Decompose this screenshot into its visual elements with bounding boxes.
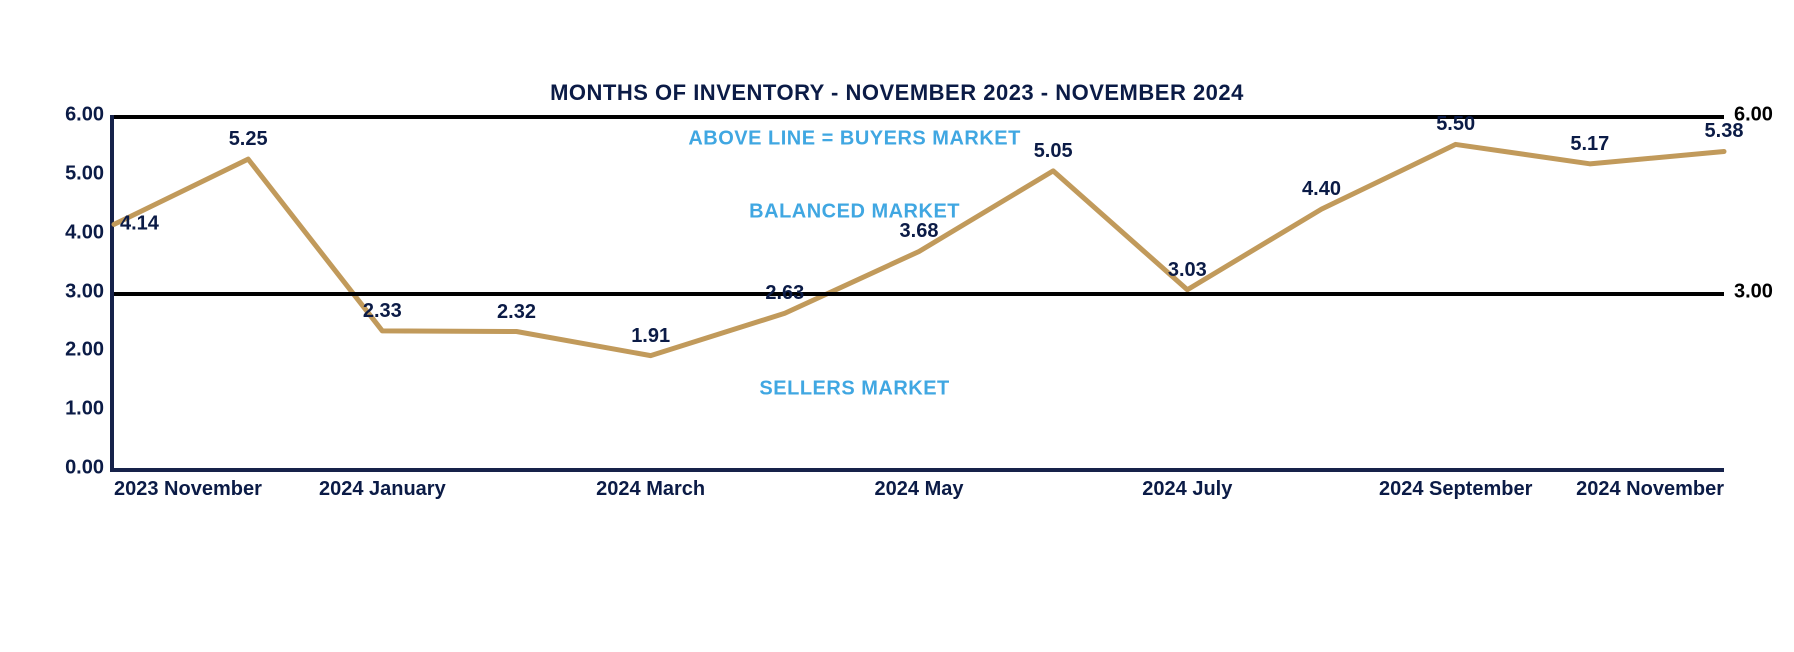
chart-container: MONTHS OF INVENTORY - NOVEMBER 2023 - NO… [0, 0, 1794, 652]
reference-line [114, 292, 1724, 296]
data-point-label: 5.17 [1570, 133, 1609, 156]
chart-area: 0.001.002.003.004.005.006.002023 Novembe… [40, 115, 1724, 502]
data-point-label: 1.91 [631, 325, 670, 348]
x-axis-tick: 2023 November [114, 478, 262, 501]
data-point-label: 5.50 [1436, 113, 1475, 136]
x-axis-tick: 2024 July [1142, 478, 1232, 501]
reference-line [114, 115, 1724, 119]
data-point-label: 5.38 [1705, 120, 1744, 143]
plot-area: 0.001.002.003.004.005.006.002023 Novembe… [110, 115, 1724, 472]
y-axis-tick: 6.00 [65, 104, 104, 127]
data-point-label: 2.32 [497, 301, 536, 324]
y-axis-tick: 4.00 [65, 221, 104, 244]
y-axis-tick: 1.00 [65, 398, 104, 421]
x-axis-tick: 2024 March [596, 478, 705, 501]
data-point-label: 5.05 [1034, 140, 1073, 163]
data-point-label: 2.33 [363, 300, 402, 323]
x-axis-tick: 2024 May [875, 478, 964, 501]
y-axis-tick: 3.00 [65, 280, 104, 303]
chart-title: MONTHS OF INVENTORY - NOVEMBER 2023 - NO… [0, 80, 1794, 106]
data-point-label: 2.63 [765, 282, 804, 305]
data-point-label: 4.14 [120, 213, 159, 236]
data-point-label: 3.03 [1168, 259, 1207, 282]
x-axis-tick: 2024 September [1379, 478, 1532, 501]
data-line [114, 144, 1724, 355]
zone-annotation: ABOVE LINE = BUYERS MARKET [688, 127, 1020, 150]
data-point-label: 3.68 [900, 220, 939, 243]
y-axis-tick: 5.00 [65, 162, 104, 185]
data-point-label: 5.25 [229, 128, 268, 151]
data-point-label: 4.40 [1302, 178, 1341, 201]
x-axis-tick: 2024 November [1576, 478, 1724, 501]
x-axis-tick: 2024 January [319, 478, 446, 501]
reference-line-label: 3.00 [1734, 280, 1773, 303]
zone-annotation: SELLERS MARKET [759, 377, 949, 400]
y-axis-tick: 2.00 [65, 339, 104, 362]
y-axis-tick: 0.00 [65, 457, 104, 480]
